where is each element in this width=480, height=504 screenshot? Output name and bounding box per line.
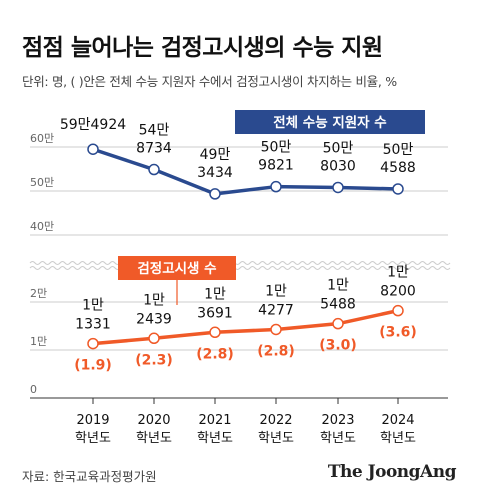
data-label-total: 50만 [383,142,414,158]
data-label-ged: 2439 [136,311,172,327]
axis-break-line [29,266,451,270]
x-tick-label: 학년도 [320,431,356,446]
chart-subtitle: 단위: 명, ( )안은 전체 수능 지원자 수에서 검정고시생이 차지하는 비… [22,74,397,89]
ratio-label: (2.8) [257,343,295,359]
ratio-label: (2.3) [135,352,173,368]
y-tick-label: 60만 [30,132,54,145]
y-tick-label: 50만 [30,176,54,189]
legend-label-ged: 검정고시생 수 [137,260,216,277]
page-title: 점점 늘어나는 검정고시생의 수능 지원 [22,35,383,61]
x-tick-label: 학년도 [380,431,416,446]
data-point-ged [332,317,344,330]
x-tick-label: 2023 [321,413,354,428]
data-point-ged [87,337,99,350]
data-label-total: 4588 [380,160,416,176]
data-point-ged [148,332,160,345]
axis-break-line [29,261,451,265]
publisher-logo: The JoongAng [327,462,457,482]
data-point-ged [270,323,282,336]
y-tick-label: 0 [30,383,37,396]
y-tick-label: 2만 [30,287,47,300]
data-label-total: 9821 [258,158,294,174]
data-label-total: 3434 [197,165,233,181]
data-point-total [209,188,221,200]
ratio-label: (3.6) [379,325,417,341]
data-label-ged: 1만 [82,298,104,314]
ratio-label: (2.8) [196,346,234,362]
data-point-total [87,143,99,155]
x-tick-label: 2019 [76,413,109,428]
data-label-total: 50만 [261,140,292,156]
source-note: 자료: 한국교육과정평가원 [22,469,157,484]
data-point-total [332,181,344,194]
x-tick-label: 학년도 [197,431,233,446]
data-point-ged [209,326,221,339]
data-label-ged: 5488 [320,297,356,313]
y-tick-label: 1만 [30,335,47,348]
data-label-total: 59만4924 [60,117,126,133]
x-tick-label: 2022 [259,413,292,428]
data-label-ged: 1만 [327,278,349,294]
series-line-total [92,147,399,196]
data-label-ged: 1만 [265,283,287,299]
data-label-ged: 4277 [258,302,294,318]
y-tick-label: 40만 [30,220,54,233]
data-label-total: 49만 [200,147,231,163]
data-point-total [392,183,404,195]
data-label-total: 8030 [320,158,356,174]
legend-box-ged [118,256,236,280]
data-label-ged: 3691 [197,305,233,321]
data-label-ged: 1만 [143,292,165,308]
ratio-label: (1.9) [74,358,112,374]
data-label-ged: 1331 [75,317,111,333]
ratio-label: (3.0) [319,338,357,354]
data-label-total: 54만 [139,123,170,139]
x-tick-label: 학년도 [258,431,294,446]
x-tick-label: 2024 [381,413,414,428]
data-label-total: 50만 [323,140,354,156]
data-point-total [148,163,160,176]
legend-box-total [235,110,425,134]
data-point-total [270,180,282,193]
x-tick-label: 2021 [198,413,231,428]
data-label-ged: 8200 [380,284,416,300]
data-point-ged [392,304,404,317]
legend-label-total: 전체 수능 지원자 수 [273,114,386,131]
data-label-total: 8734 [136,141,172,157]
x-tick-label: 2020 [137,413,170,428]
data-label-ged: 1만 [387,265,409,281]
x-tick-label: 학년도 [136,431,172,446]
data-label-ged: 1만 [204,286,226,302]
series-line-ged [92,308,399,346]
x-tick-label: 학년도 [75,431,111,446]
